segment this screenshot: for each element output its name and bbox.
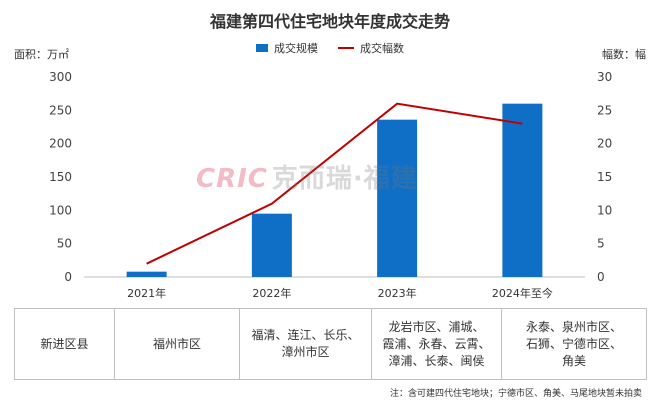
- table-cell-2024: 永泰、泉州市区、 石狮、宁德市区、 角美: [501, 308, 647, 380]
- cell-line: 龙岩市区、浦城、: [388, 319, 485, 334]
- watermark: CRIC 克而瑞·福建: [196, 158, 418, 195]
- y-left-tick-label: 50: [57, 237, 72, 251]
- cell-line: 永泰、泉州市区、: [525, 319, 622, 334]
- y-left-tick-label: 200: [49, 137, 72, 151]
- cell-line: 角美: [561, 353, 586, 368]
- cell-line: 福州市区: [152, 336, 201, 351]
- plot-area: 0 50 100 150 200 250 300 0 5 10 15 20 25 30 2021年 2022年…: [49, 70, 612, 300]
- y-right-tick-label: 10: [597, 203, 612, 217]
- y-right-tick-label: 5: [597, 237, 605, 251]
- left-axis-unit: 面积：万㎡: [14, 48, 69, 61]
- right-axis-unit: 幅数：幅: [602, 48, 646, 61]
- legend: 成交规模 成交幅数: [0, 40, 660, 56]
- x-tick-label: 2023年: [378, 286, 417, 300]
- bar: [251, 213, 292, 277]
- footnote: 注：含可建四代住宅地块；宁德市区、角美、马尾地块暂未拍卖: [389, 389, 642, 399]
- y-right-tick-label: 0: [597, 270, 605, 284]
- regions-table: 新进区县 福州市区 福清、连江、长乐、 漳州市区 龙岩市区、浦城、 霞浦、永春、…: [14, 308, 647, 380]
- y-right-tick-label: 25: [597, 103, 612, 117]
- table-cell-2022: 福清、连江、长乐、 漳州市区: [239, 308, 372, 380]
- legend-bar-label: 成交规模: [274, 42, 318, 55]
- chart-title: 福建第四代住宅地块年度成交走势: [209, 12, 450, 31]
- legend-item-line: 成交幅数: [338, 40, 404, 56]
- cell-line: 福清、连江、长乐、: [251, 328, 360, 342]
- y-left-tick-label: 0: [64, 270, 72, 284]
- y-left-tick-label: 100: [49, 203, 72, 217]
- y-right-tick-label: 15: [597, 170, 612, 184]
- y-right-tick-label: 30: [597, 70, 612, 84]
- y-left-tick-label: 300: [49, 70, 72, 84]
- series-line: [146, 102, 523, 265]
- legend-line-label: 成交幅数: [360, 42, 404, 55]
- y-left-tick-label: 250: [49, 103, 72, 117]
- cell-line: 漳浦、长泰、闽侯: [388, 353, 485, 368]
- y-left-tick-label: 150: [49, 170, 72, 184]
- bar: [126, 271, 167, 277]
- bar: [502, 103, 543, 278]
- x-tick-label: 2022年: [252, 286, 291, 300]
- y-right-tick-label: 20: [597, 137, 612, 151]
- watermark-brand: CRIC: [196, 164, 268, 194]
- cell-line: 漳州市区: [281, 345, 330, 359]
- legend-bar-swatch: [256, 44, 268, 52]
- bar: [377, 119, 418, 278]
- legend-line-swatch: [338, 47, 354, 49]
- x-tick-label: 2024年至今: [492, 286, 553, 300]
- table-header-cell: 新进区县: [14, 308, 115, 380]
- watermark-text: 克而瑞·福建: [271, 164, 418, 194]
- cell-line: 石狮、宁德市区、: [525, 336, 622, 351]
- table-cell-2023: 龙岩市区、浦城、 霞浦、永春、云霄、 漳浦、长泰、闽侯: [371, 308, 502, 380]
- cell-line: 霞浦、永春、云霄、: [382, 336, 491, 351]
- legend-item-bar: 成交规模: [256, 40, 318, 56]
- table-row: 新进区县 福州市区 福清、连江、长乐、 漳州市区 龙岩市区、浦城、 霞浦、永春、…: [14, 308, 647, 380]
- x-tick-label: 2021年: [127, 286, 166, 300]
- table-cell-2021: 福州市区: [114, 308, 240, 380]
